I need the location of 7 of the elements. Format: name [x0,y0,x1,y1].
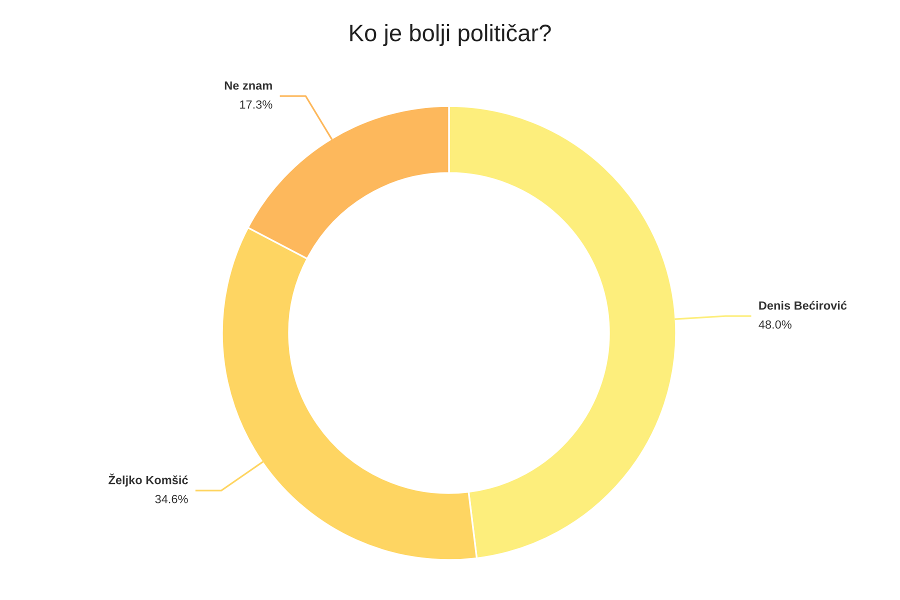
data-label: 34.6% [155,494,188,504]
data-label: 17.3% [240,100,272,109]
slice-label: Ne znam [224,81,272,90]
slice-label: Denis Bećirović [759,300,847,310]
slice-label: Željko Komšić [108,474,188,487]
chart-title: Ko je bolji političar? [350,24,551,46]
data-label: 48.0% [758,320,792,329]
